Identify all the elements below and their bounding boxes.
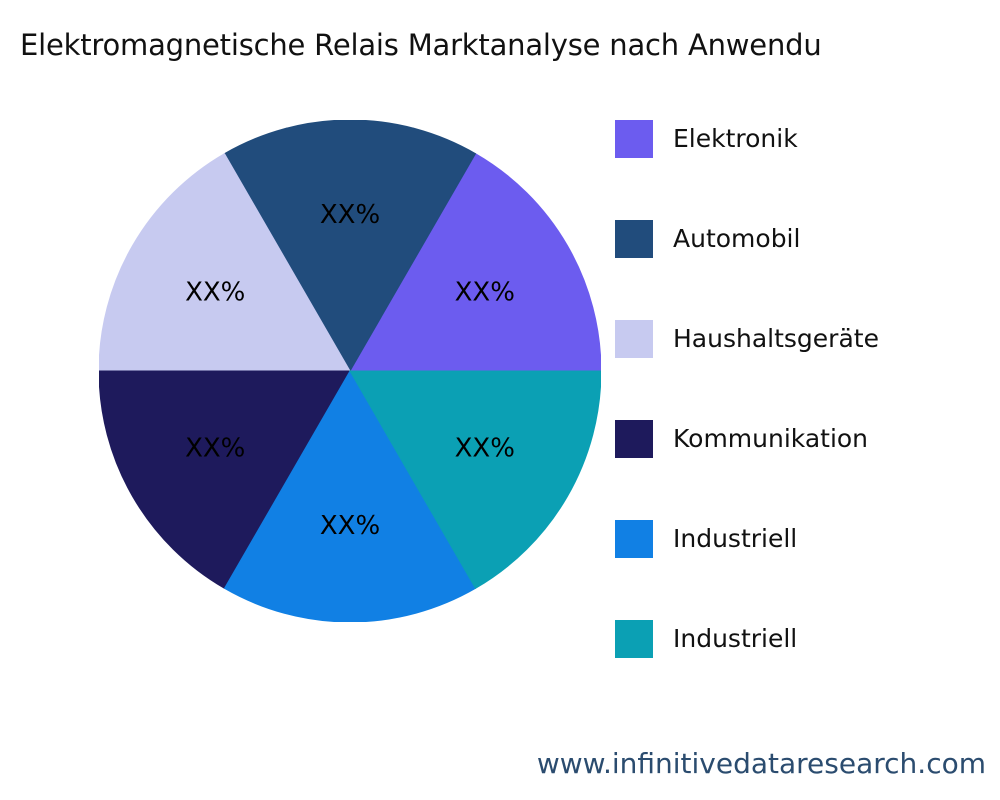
legend-item[interactable]: Industriell [615,620,995,720]
legend-color-swatch [615,320,653,358]
legend-color-swatch [615,620,653,658]
pie-chart: XX% XX% XX% XX% XX% XX% [99,120,601,622]
legend-color-swatch [615,120,653,158]
pie-slice-label: XX% [185,278,245,308]
legend-item-label: Elektronik [673,124,798,153]
legend-item-label: Kommunikation [673,424,869,453]
pie-slice[interactable] [223,370,477,622]
pie-slice[interactable] [99,370,351,590]
pie-chart-svg: XX% XX% XX% XX% XX% XX% [99,120,601,622]
legend-item[interactable]: Kommunikation [615,420,995,520]
legend-item[interactable]: Automobil [615,220,995,320]
pie-slice[interactable] [349,370,601,590]
pie-slice-label: XX% [320,200,380,230]
legend-item-label: Haushaltsgeräte [673,324,879,353]
pie-slice-group [99,120,601,622]
legend-color-swatch [615,520,653,558]
pie-label-group: XX% XX% XX% XX% XX% XX% [185,200,515,541]
legend-item[interactable]: Industriell [615,520,995,620]
pie-slice[interactable] [99,152,351,372]
pie-slice-label: XX% [455,278,515,308]
page-title: Elektromagnetische Relais Marktanalyse n… [20,28,822,62]
pie-slice[interactable] [223,120,477,372]
legend-item-label: Automobil [673,224,801,253]
pie-slice-label: XX% [185,433,245,463]
legend-color-swatch [615,220,653,258]
pie-slice-label: XX% [455,433,515,463]
legend-item-label: Industriell [673,524,798,553]
legend-item-label: Industriell [673,624,798,653]
legend-item[interactable]: Elektronik [615,120,995,220]
legend-item[interactable]: Haushaltsgeräte [615,320,995,420]
legend-color-swatch [615,420,653,458]
legend: Elektronik Automobil Haushaltsgeräte Kommun… [615,120,995,720]
pie-slice[interactable] [349,152,601,372]
footer-website-url[interactable]: www.infinitivedataresearch.com [536,747,986,780]
pie-slice-label: XX% [320,511,380,541]
